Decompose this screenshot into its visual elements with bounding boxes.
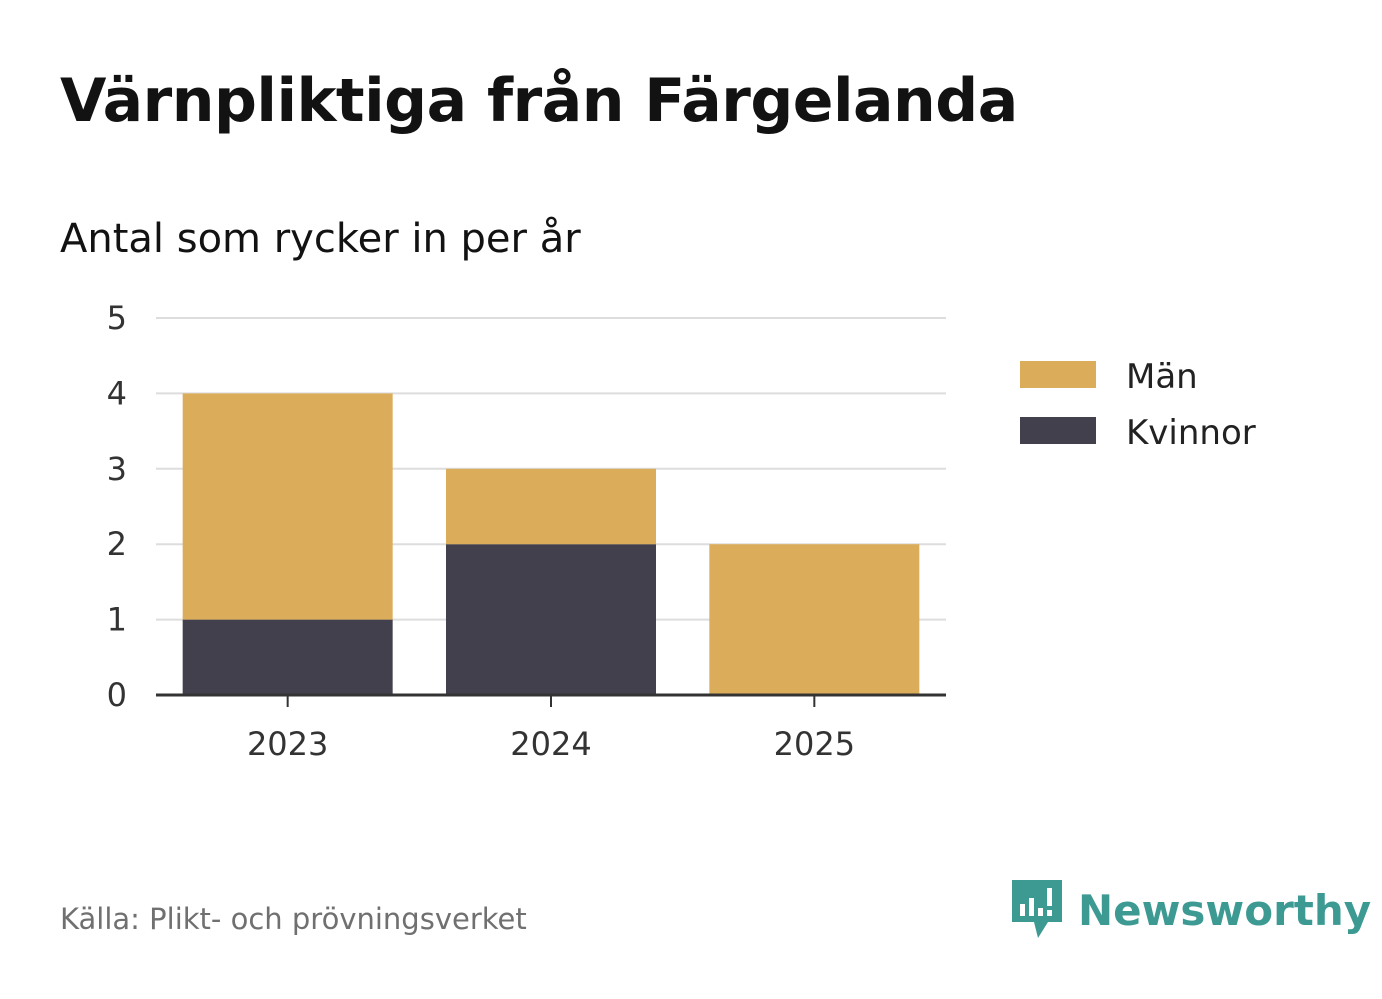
bar-man-2024 [446, 468, 656, 545]
chart-title: Värnpliktiga från Färgelanda [60, 66, 1018, 136]
legend-label-kvinnor: Kvinnor [1126, 413, 1256, 453]
newsworthy-logo-text: Newsworthy [1078, 885, 1372, 935]
y-tick-label: 2 [107, 525, 127, 563]
y-tick-label: 1 [107, 601, 127, 639]
legend-label-man: Män [1126, 357, 1198, 397]
bar-man-2025 [709, 544, 920, 695]
bar-kvinnor-2023 [182, 619, 393, 695]
x-tick-label: 2023 [247, 725, 328, 763]
y-tick-label: 5 [107, 299, 127, 337]
legend-swatch-man [1020, 361, 1096, 388]
x-tick-label: 2024 [510, 725, 591, 763]
bar-man-2023 [182, 393, 393, 620]
source-note: Källa: Plikt- och prövningsverket [60, 902, 527, 936]
y-tick-label: 3 [107, 450, 127, 488]
newsworthy-logo-icon [1012, 880, 1062, 938]
bar-kvinnor-2024 [446, 544, 656, 695]
chart-subtitle: Antal som rycker in per år [60, 216, 581, 262]
x-tick-label: 2025 [774, 725, 855, 763]
y-tick-label: 0 [107, 676, 127, 714]
y-tick-label: 4 [107, 374, 127, 412]
legend-swatch-kvinnor [1020, 417, 1096, 444]
newsworthy-logo: Newsworthy [1012, 880, 1371, 940]
